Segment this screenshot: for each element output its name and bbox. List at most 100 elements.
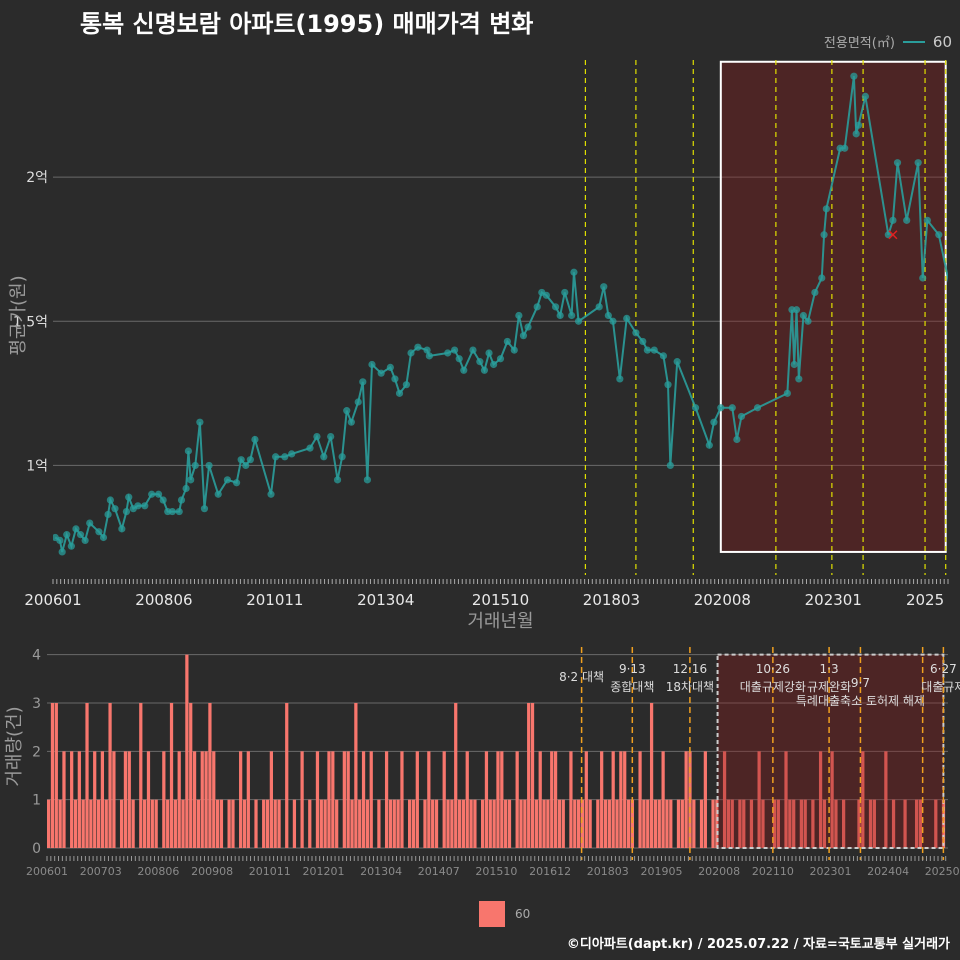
x-tick-label: 202008 — [694, 591, 751, 609]
volume-bar — [818, 751, 823, 848]
price-point — [134, 502, 142, 510]
price-point — [391, 375, 399, 383]
volume-x-tick: 202110 — [752, 865, 794, 878]
price-point — [496, 355, 505, 363]
volume-x-tick: 201407 — [418, 865, 460, 878]
volume-bar — [891, 799, 896, 848]
price-point — [889, 216, 897, 224]
volume-y-tick: 4 — [32, 648, 41, 664]
outlier-marker — [888, 230, 898, 240]
price-point — [561, 288, 569, 297]
volume-bar — [646, 799, 650, 848]
volume-bar — [262, 799, 266, 848]
price-point — [402, 381, 411, 389]
price-point — [650, 346, 658, 354]
volume-bar — [626, 799, 631, 848]
volume-legend: 60 — [479, 901, 530, 927]
volume-legend-label: 60 — [515, 907, 531, 921]
price-point — [519, 332, 528, 340]
volume-bar — [89, 799, 93, 848]
volume-bar — [189, 703, 193, 848]
volume-bar — [872, 799, 876, 848]
x-tick-label: 2025 — [906, 591, 944, 609]
price-point — [187, 476, 195, 484]
volume-bar — [350, 799, 354, 848]
x-tick-label: 201510 — [472, 591, 529, 609]
volume-bar — [792, 799, 796, 848]
volume-bar — [154, 799, 158, 848]
volume-bar — [411, 799, 416, 848]
volume-bar — [461, 799, 466, 848]
volume-bar — [918, 799, 923, 848]
price-point — [595, 303, 603, 311]
volume-bar — [219, 799, 224, 848]
volume-bar — [77, 751, 81, 848]
volume-y-tick: 1 — [32, 793, 41, 809]
volume-bar — [239, 751, 243, 848]
volume-bar — [308, 799, 312, 848]
volume-bar — [492, 799, 496, 848]
price-point — [728, 404, 736, 412]
price-series — [53, 72, 948, 556]
price-point — [95, 528, 103, 536]
price-point — [841, 144, 849, 152]
price-point — [609, 317, 617, 325]
volume-bar — [104, 799, 108, 848]
price-point — [666, 461, 674, 470]
volume-bar — [100, 751, 105, 848]
price-point — [503, 337, 511, 346]
volume-bar — [85, 703, 89, 848]
price-point — [820, 231, 828, 239]
volume-bar — [542, 799, 546, 848]
volume-bar — [546, 799, 550, 848]
volume-bar — [119, 799, 124, 848]
volume-bar — [169, 703, 174, 848]
price-point — [444, 349, 452, 357]
price-point — [717, 404, 725, 412]
volume-bar — [496, 751, 500, 848]
price-point — [691, 404, 700, 412]
volume-bar — [369, 751, 373, 848]
chart-title: 통복 신명보람 아파트(1995) 매매가격 변화 — [80, 10, 534, 38]
price-point — [804, 317, 812, 325]
volume-bar — [842, 799, 846, 848]
volume-bar — [577, 799, 581, 848]
volume-bar — [457, 799, 462, 848]
volume-bar — [715, 799, 719, 848]
price-point — [386, 363, 394, 371]
price-point — [205, 461, 213, 470]
volume-bar — [742, 799, 746, 848]
volume-bar — [127, 751, 131, 848]
price-point — [58, 548, 66, 556]
price-point — [191, 461, 199, 470]
volume-bar — [96, 799, 101, 848]
volume-bar — [519, 799, 523, 848]
volume-bar — [534, 799, 538, 848]
policy-label: 종합대책 — [610, 679, 654, 694]
price-point — [935, 231, 943, 239]
volume-bar — [200, 751, 204, 848]
volume-y-tick: 3 — [32, 696, 41, 712]
price-point — [148, 490, 156, 498]
volume-bar — [177, 751, 181, 848]
volume-bar — [215, 799, 220, 848]
price-point — [480, 366, 489, 374]
volume-bar — [934, 799, 938, 848]
price-point — [673, 358, 681, 366]
volume-bar — [588, 799, 592, 848]
price-point — [783, 389, 791, 397]
price-point — [359, 378, 367, 386]
y-tick-label: 2억 — [26, 170, 48, 186]
volume-bar — [185, 654, 189, 848]
volume-bar — [327, 751, 331, 848]
volume-bar — [384, 751, 389, 848]
price-point — [288, 450, 296, 458]
volume-bar — [649, 703, 654, 848]
volume-x-tick: 201011 — [249, 865, 291, 878]
volume-bar — [139, 703, 143, 848]
volume-bar — [834, 799, 838, 848]
price-point — [251, 435, 259, 444]
price-point — [524, 323, 532, 331]
volume-bar — [396, 799, 400, 848]
volume-bar — [857, 799, 861, 848]
